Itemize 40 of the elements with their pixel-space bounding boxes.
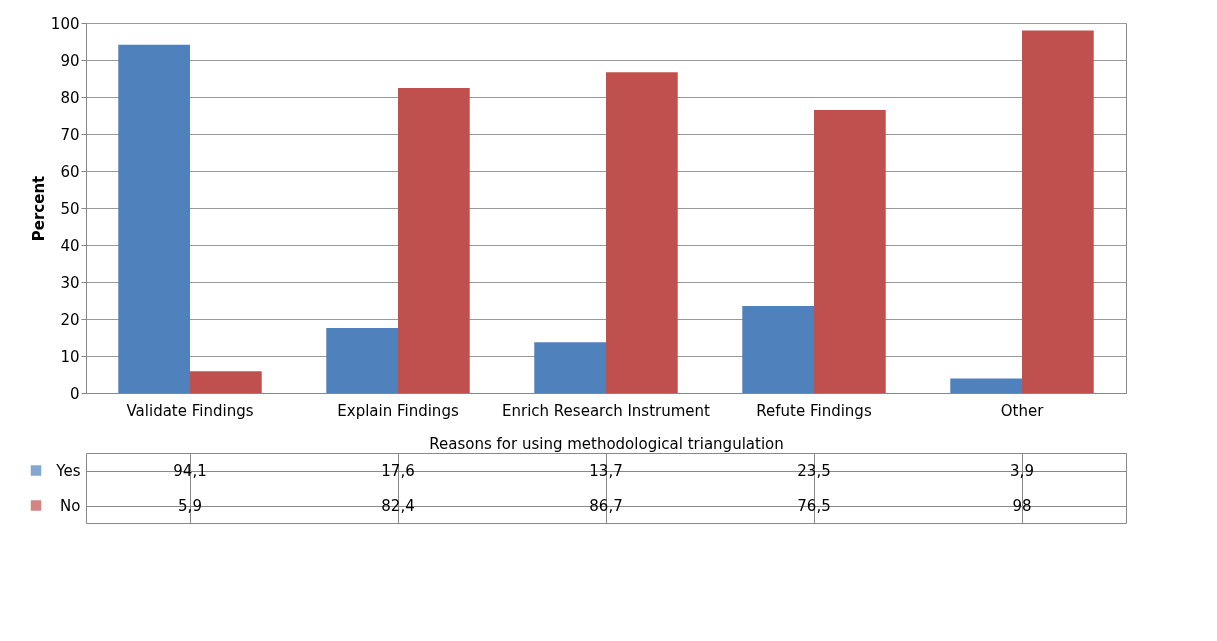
bar (814, 109, 886, 393)
data-label: 5,9 (178, 496, 202, 515)
x-tick-label: Explain Findings (337, 401, 459, 420)
legend-label: No (60, 497, 81, 515)
bar (326, 327, 398, 393)
bar (118, 44, 190, 393)
x-tick-label: Other (1000, 401, 1045, 420)
y-axis-title: Percent (29, 175, 48, 242)
data-label: 23,5 (797, 461, 831, 480)
bar (1022, 30, 1094, 393)
y-tick-label: 70 (60, 125, 80, 144)
y-tick-label: 10 (60, 347, 80, 366)
x-tick-label: Refute Findings (756, 401, 872, 420)
data-label: 13,7 (589, 461, 623, 480)
bar (190, 371, 262, 393)
y-tick-label: 40 (60, 236, 80, 255)
y-tick-label: 30 (60, 273, 80, 292)
y-tick-label: 90 (60, 51, 80, 70)
data-label: 82,4 (381, 496, 415, 515)
y-tick-label: 0 (69, 384, 80, 403)
x-tick-label: Enrich Research Instrument (502, 401, 711, 420)
x-axis-title: Reasons for using methodological triangulation (429, 434, 784, 453)
y-tick-label: 100 (50, 14, 80, 33)
data-label: 98 (1012, 496, 1032, 515)
data-label: 86,7 (589, 496, 623, 515)
bar (742, 306, 814, 393)
y-tick-label: 60 (60, 162, 80, 181)
y-tick-label: 80 (60, 88, 80, 107)
data-label: 17,6 (381, 461, 415, 480)
data-label: 3,9 (1010, 461, 1034, 480)
data-label: 76,5 (797, 496, 831, 515)
x-tick-label: Validate Findings (126, 401, 254, 420)
legend-label: Yes (55, 462, 81, 480)
bar (398, 88, 470, 393)
data-label: 94,1 (173, 461, 207, 480)
bar (950, 378, 1022, 393)
bar (534, 342, 606, 393)
bar (606, 72, 678, 393)
y-tick-label: 50 (60, 199, 80, 218)
y-tick-label: 20 (60, 310, 80, 329)
